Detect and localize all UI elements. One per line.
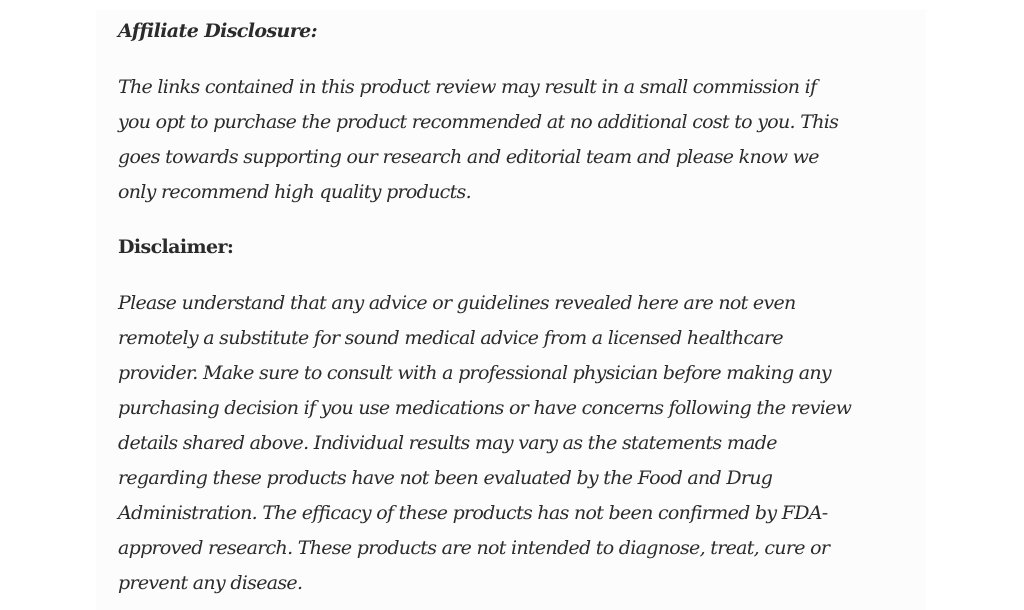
- text-line: goes towards supporting our research and…: [118, 146, 819, 168]
- text-line: purchasing decision if you use medicatio…: [118, 397, 852, 419]
- text-line: approved research. These products are no…: [118, 537, 830, 559]
- disclosure-box: [96, 10, 926, 610]
- text-line: regarding these products have not been e…: [118, 467, 773, 489]
- text-line: provider. Make sure to consult with a pr…: [118, 362, 832, 384]
- text-line: remotely a substitute for sound medical …: [118, 327, 784, 349]
- text-line: Please understand that any advice or gui…: [118, 292, 796, 314]
- text-line: you opt to purchase the product recommen…: [118, 111, 839, 133]
- text-line: prevent any disease.: [118, 572, 303, 594]
- affiliate-disclosure-heading: Affiliate Disclosure:: [118, 20, 318, 42]
- text-line: The links contained in this product revi…: [118, 76, 817, 98]
- disclaimer-heading: Disclaimer:: [118, 236, 234, 258]
- text-line: only recommend high quality products.: [118, 181, 472, 203]
- disclaimer-text: Please understand that any advice or gui…: [118, 286, 852, 601]
- affiliate-disclosure-text: The links contained in this product revi…: [118, 70, 839, 210]
- text-line: details shared above. Individual results…: [118, 432, 777, 454]
- text-line: Administration. The efficacy of these pr…: [118, 502, 828, 524]
